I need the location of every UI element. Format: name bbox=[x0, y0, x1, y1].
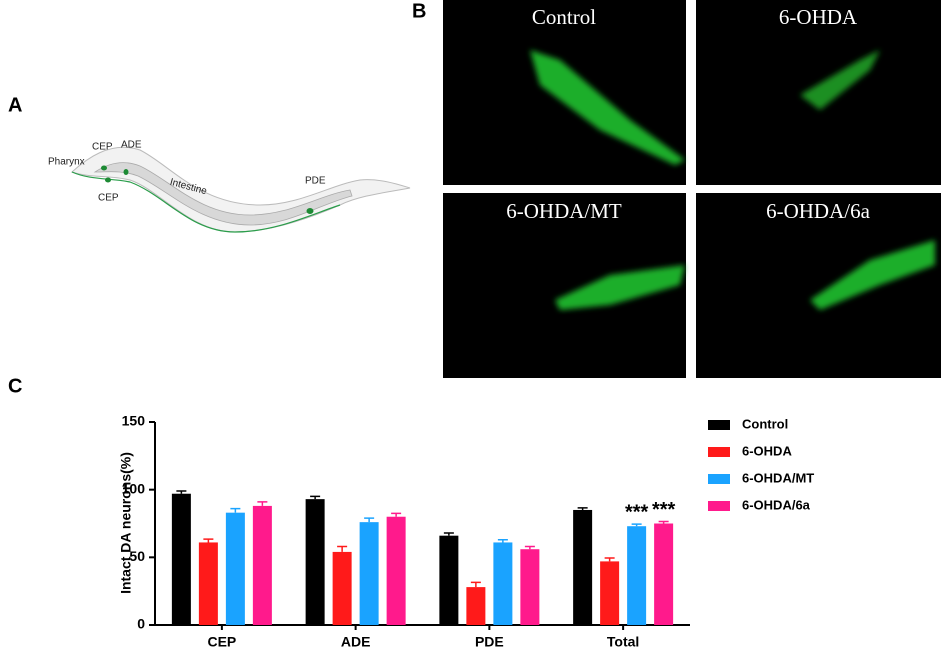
error-bar bbox=[658, 520, 669, 524]
neuron bbox=[105, 177, 111, 183]
panel-label: A bbox=[8, 94, 22, 116]
bar bbox=[252, 505, 272, 625]
significance-label: ### bbox=[597, 536, 623, 553]
x-tick-label: Total bbox=[607, 634, 639, 650]
error-bar bbox=[631, 523, 642, 527]
diagram-label: Pharynx bbox=[48, 157, 85, 168]
legend-swatch bbox=[708, 447, 730, 457]
legend-label: Control bbox=[742, 416, 788, 431]
significance-label: *** bbox=[625, 501, 649, 523]
image-title: 6-OHDA/MT bbox=[506, 199, 622, 223]
bar bbox=[305, 499, 325, 625]
y-axis-label: Intact DA neurons(%) bbox=[118, 452, 134, 594]
bar bbox=[573, 509, 593, 625]
bar bbox=[600, 561, 620, 625]
bar bbox=[493, 542, 513, 625]
significance-label: *** bbox=[652, 499, 676, 521]
error-bar bbox=[230, 507, 241, 513]
error-bar bbox=[577, 507, 588, 510]
legend-swatch bbox=[708, 474, 730, 484]
neuron bbox=[306, 208, 314, 214]
bar bbox=[654, 523, 674, 625]
diagram-label: CEP bbox=[98, 193, 119, 204]
legend-swatch bbox=[708, 420, 730, 430]
image-title: Control bbox=[532, 5, 596, 29]
x-tick-label: CEP bbox=[207, 634, 236, 650]
fluorescence-images: Control 6-OHDA 6-OHDA/MT 6-OHDA/6a bbox=[443, 0, 941, 378]
bar bbox=[359, 522, 379, 625]
diagram-label: ADE bbox=[121, 140, 142, 151]
worm-glow bbox=[555, 265, 685, 310]
diagram-label: CEP bbox=[92, 142, 113, 153]
panel-label: C bbox=[8, 375, 22, 397]
legend-label: 6-OHDA bbox=[742, 443, 792, 458]
error-bar bbox=[364, 517, 375, 523]
error-bar bbox=[470, 581, 481, 588]
bar bbox=[520, 549, 540, 625]
y-tick-label: 100 bbox=[122, 480, 146, 496]
intestine bbox=[93, 162, 353, 226]
error-bar bbox=[443, 532, 454, 536]
x-tick-label: PDE bbox=[475, 634, 504, 650]
image-title: 6-OHDA/6a bbox=[766, 199, 870, 223]
error-bar bbox=[257, 501, 268, 506]
bar bbox=[466, 587, 486, 625]
y-tick-label: 50 bbox=[129, 548, 145, 564]
error-bar bbox=[310, 495, 321, 500]
error-bar bbox=[524, 545, 535, 550]
worm-glow bbox=[530, 50, 685, 165]
worm-body bbox=[71, 146, 411, 233]
diagram-label: PDE bbox=[305, 176, 326, 187]
error-bar bbox=[203, 538, 214, 543]
bar bbox=[386, 516, 406, 625]
bar bbox=[439, 535, 459, 625]
legend-swatch bbox=[708, 501, 730, 511]
worm-glow bbox=[810, 240, 935, 310]
legend-label: 6-OHDA/6a bbox=[742, 497, 811, 512]
error-bar bbox=[497, 538, 508, 543]
bar bbox=[171, 493, 191, 625]
y-tick-label: 150 bbox=[122, 413, 146, 429]
bar bbox=[225, 512, 245, 625]
worm-glow bbox=[800, 50, 880, 110]
error-bar bbox=[337, 545, 348, 552]
error-bar bbox=[176, 490, 187, 494]
image-title: 6-OHDA bbox=[779, 5, 858, 29]
worm-diagram: Pharynx CEP ADE Intestine CEP PDE bbox=[48, 140, 411, 233]
bar bbox=[332, 551, 352, 625]
panel-label: B bbox=[412, 0, 426, 22]
y-tick-label: 0 bbox=[137, 616, 145, 632]
neuron bbox=[123, 169, 129, 175]
error-bar bbox=[391, 512, 402, 517]
neuron bbox=[101, 165, 107, 171]
legend-label: 6-OHDA/MT bbox=[742, 470, 814, 485]
bar bbox=[198, 542, 218, 625]
error-bar bbox=[604, 557, 615, 562]
x-tick-label: ADE bbox=[341, 634, 371, 650]
image bbox=[696, 193, 941, 378]
bar bbox=[627, 526, 647, 625]
